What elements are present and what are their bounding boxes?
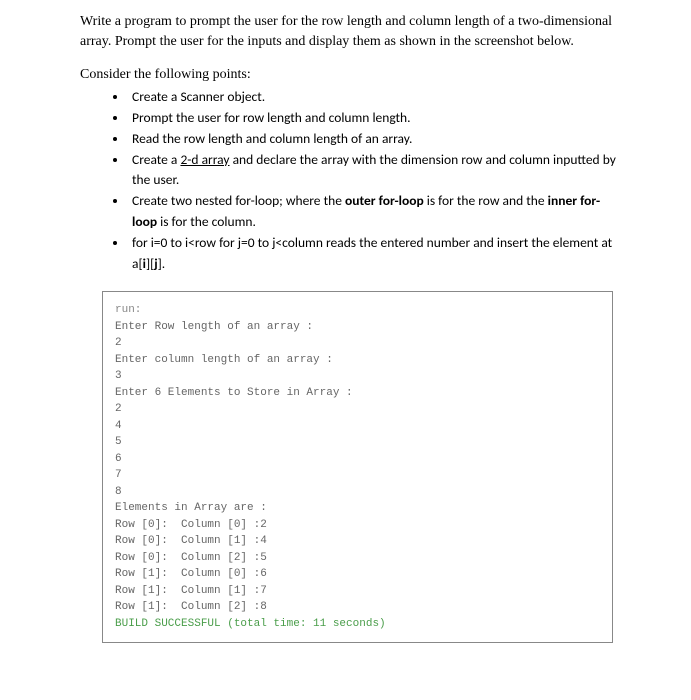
console-line: Enter column length of an array :	[115, 352, 600, 369]
console-line: 4	[115, 418, 600, 435]
point-6-m: ][	[146, 255, 154, 272]
console-line: Enter 6 Elements to Store in Array :	[115, 385, 600, 402]
console-line: Row [0]: Column [1] :4	[115, 533, 600, 550]
point-2: Prompt the user for row length and colum…	[128, 108, 621, 129]
point-5-mid: is for the row and the	[424, 192, 548, 209]
console-line: Row [1]: Column [0] :6	[115, 566, 600, 583]
console-output: run: Enter Row length of an array : 2 En…	[102, 291, 613, 643]
point-6-suffix: ].	[158, 255, 166, 272]
point-5: Create two nested for-loop; where the ou…	[128, 191, 621, 233]
console-line: 2	[115, 401, 600, 418]
console-line-run: run:	[115, 302, 600, 319]
point-5-suffix: is for the column.	[157, 213, 256, 230]
console-line: Row [1]: Column [2] :8	[115, 599, 600, 616]
console-line: Elements in Array are :	[115, 500, 600, 517]
point-4: Create a 2-d array and declare the array…	[128, 150, 621, 192]
points-list: Create a Scanner object. Prompt the user…	[80, 87, 621, 275]
point-4-underlined: 2-d array	[180, 151, 229, 168]
point-6: for i=0 to i<row for j=0 to j<column rea…	[128, 233, 621, 275]
console-line: Enter Row length of an array :	[115, 319, 600, 336]
point-5-prefix: Create two nested for-loop; where the	[132, 192, 345, 209]
point-1: Create a Scanner object.	[128, 87, 621, 108]
point-3: Read the row length and column length of…	[128, 129, 621, 150]
console-line: 2	[115, 335, 600, 352]
console-line: 5	[115, 434, 600, 451]
console-build-success: BUILD SUCCESSFUL (total time: 11 seconds…	[115, 616, 600, 633]
console-line: Row [0]: Column [0] :2	[115, 517, 600, 534]
console-line: 6	[115, 451, 600, 468]
point-6-prefix: for i=0 to i<row for j=0 to j<column rea…	[132, 234, 612, 272]
point-5-bold1: outer for-loop	[345, 192, 424, 209]
console-line: 8	[115, 484, 600, 501]
intro-paragraph: Write a program to prompt the user for t…	[80, 12, 621, 51]
point-4-prefix: Create a	[132, 151, 180, 168]
console-line: 3	[115, 368, 600, 385]
console-line: Row [0]: Column [2] :5	[115, 550, 600, 567]
console-line: 7	[115, 467, 600, 484]
console-line: Row [1]: Column [1] :7	[115, 583, 600, 600]
consider-heading: Consider the following points:	[80, 65, 621, 85]
